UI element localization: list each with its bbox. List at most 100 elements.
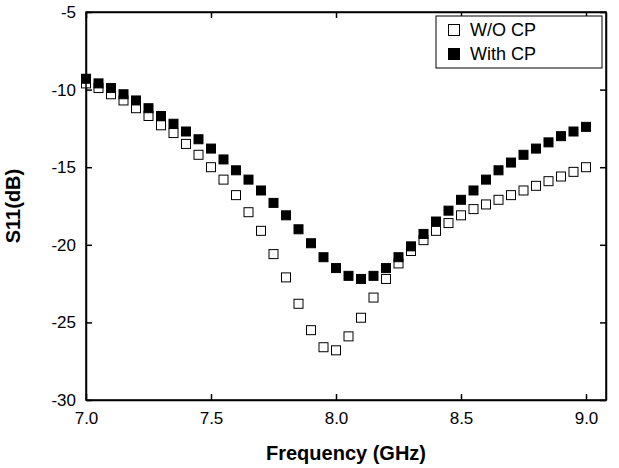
point (407, 242, 416, 251)
tick-mark (336, 394, 338, 400)
point (494, 195, 503, 204)
legend: W/O CP With CP (436, 16, 602, 68)
point (382, 274, 391, 283)
point (332, 346, 341, 355)
point (332, 264, 341, 273)
point (557, 172, 566, 181)
point (544, 138, 553, 147)
tick-mark (211, 12, 213, 18)
tick-mark (86, 167, 92, 169)
tick (211, 12, 212, 18)
point (457, 195, 466, 204)
tick (600, 245, 606, 246)
tick: 8.5 (450, 394, 474, 428)
point (119, 90, 128, 99)
point (207, 163, 216, 172)
series (82, 79, 591, 355)
tick-label: -15 (51, 158, 76, 177)
point (557, 132, 566, 141)
point (432, 217, 441, 226)
tick: 9.0 (575, 394, 599, 428)
tick-label: -5 (61, 3, 76, 22)
tick-mark (86, 89, 92, 91)
point (319, 343, 328, 352)
point (157, 121, 166, 130)
point (182, 139, 191, 148)
tick-mark (600, 89, 606, 91)
tick-label: -10 (51, 81, 76, 100)
point (244, 208, 253, 217)
point (369, 293, 378, 302)
tick-label: -20 (51, 236, 76, 255)
point (482, 175, 491, 184)
legend-label: W/O CP (470, 20, 536, 40)
point (394, 253, 403, 262)
point (344, 332, 353, 341)
point (194, 135, 203, 144)
point (219, 175, 228, 184)
tick (600, 90, 606, 91)
legend-box (436, 16, 602, 68)
tick (600, 167, 606, 168)
point (532, 181, 541, 190)
tick-mark (586, 394, 588, 400)
point (569, 167, 578, 176)
tick: 7.5 (200, 394, 224, 428)
point (507, 191, 516, 200)
point (457, 211, 466, 220)
point (444, 206, 453, 215)
point (257, 186, 266, 195)
point (469, 205, 478, 214)
tick-label: 7.0 (75, 409, 99, 428)
point (444, 219, 453, 228)
tick-label: 8.0 (325, 409, 349, 428)
point (482, 200, 491, 209)
x-axis-title: Frequency (GHz) (266, 442, 426, 464)
point (569, 127, 578, 136)
plot-frame (86, 12, 606, 400)
point (107, 84, 116, 93)
point (169, 129, 178, 138)
point (519, 186, 528, 195)
point (307, 239, 316, 248)
tick-label: -25 (51, 313, 76, 332)
point (544, 177, 553, 186)
point (294, 225, 303, 234)
points (82, 74, 591, 355)
point (294, 299, 303, 308)
point (144, 104, 153, 113)
tick-mark (211, 394, 213, 400)
tick-label: -30 (51, 391, 76, 410)
point (232, 166, 241, 175)
point (269, 198, 278, 207)
point (207, 144, 216, 153)
tick-mark (86, 245, 92, 247)
point (157, 111, 166, 120)
point (169, 119, 178, 128)
point (469, 186, 478, 195)
tick (336, 12, 337, 18)
point (357, 274, 366, 283)
point (232, 191, 241, 200)
point (582, 122, 591, 131)
legend-marker (449, 25, 460, 36)
tick-label: 7.5 (200, 409, 224, 428)
point (182, 127, 191, 136)
tick: 8.0 (325, 394, 349, 428)
legend-label: With CP (470, 44, 536, 64)
point (282, 273, 291, 282)
tick-mark (86, 322, 92, 324)
point (419, 229, 428, 238)
point (369, 271, 378, 280)
point (357, 313, 366, 322)
point (307, 326, 316, 335)
point (282, 211, 291, 220)
point (532, 144, 541, 153)
y-axis-title: S11(dB) (2, 169, 24, 243)
point (519, 150, 528, 159)
point (582, 163, 591, 172)
point (319, 253, 328, 262)
x-axis: 7.0 7.5 8.0 8.5 9.0 (75, 394, 607, 428)
point (94, 79, 103, 88)
tick-mark (336, 12, 338, 18)
